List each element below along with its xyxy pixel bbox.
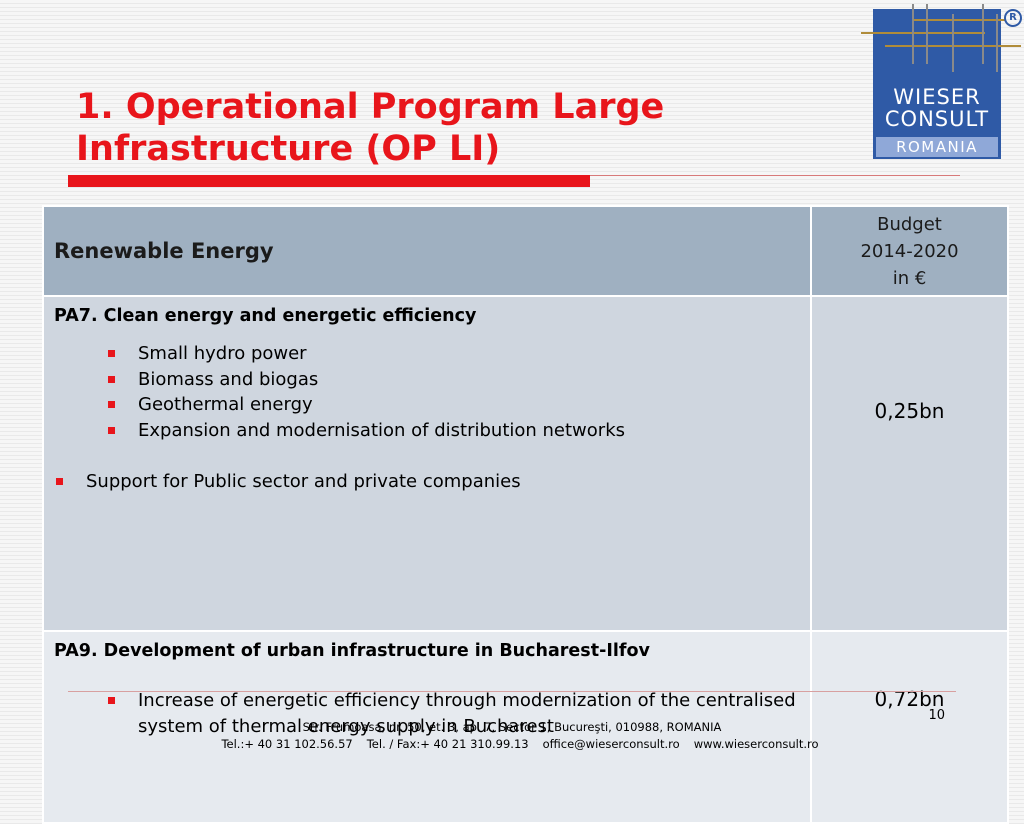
footer-fax: Tel. / Fax:+ 40 21 310.99.13 [366, 737, 529, 751]
bullet-square-icon [108, 697, 115, 704]
list-item-text: Geothermal energy [138, 394, 313, 415]
header-budget-line-2: 2014-2020 [860, 240, 959, 262]
bullet-square-icon [108, 350, 115, 357]
footer-phone: Tel.:+ 40 31 102.56.57 [221, 737, 353, 751]
support-item-text: Support for Public sector and private co… [86, 471, 521, 492]
list-item: Biomass and biogas [104, 367, 800, 393]
list-item-text: Expansion and modernisation of distribut… [138, 419, 625, 441]
list-item-text: Increase of energetic efficiency through… [138, 690, 796, 737]
header-budget-line-1: Budget [877, 213, 942, 235]
logo-word-wieser: WIESER [893, 85, 981, 109]
bullet-square-icon [56, 478, 63, 485]
header-budget: Budget 2014-2020 in € [810, 205, 1009, 297]
slide-title: 1. Operational Program Large Infrastruct… [76, 86, 796, 170]
footer-website: www.wieserconsult.ro [693, 737, 819, 751]
row-description: PA7. Clean energy and energetic efficien… [42, 295, 812, 632]
wieser-consult-logo: WIESER CONSULT ROMANIA R [855, 0, 1024, 165]
list-item: Increase of energetic efficiency through… [104, 688, 800, 740]
footer-address: Str. Frumoasa, nr. 50, et. 3, ap. 7, Sec… [302, 720, 722, 734]
list-item: Small hydro power [104, 341, 800, 367]
table-row: PA7. Clean energy and energetic efficien… [42, 295, 1009, 632]
table-header-row: Renewable Energy Budget 2014-2020 in € [42, 205, 1009, 297]
header-budget-line-3: in € [892, 267, 927, 289]
logo-word-consult: CONSULT [884, 107, 990, 131]
bullet-square-icon [108, 375, 115, 383]
page-number: 10 [928, 708, 945, 723]
header-renewable-energy: Renewable Energy [42, 205, 812, 297]
priority-axis-title: PA9. Development of urban infrastructure… [54, 641, 650, 661]
support-item: Support for Public sector and private co… [54, 469, 800, 494]
bullet-square-icon [108, 401, 115, 408]
measure-list: Small hydro power Biomass and biogas Geo… [54, 341, 800, 443]
slide-title-line-2: Infrastructure (OP LI) [76, 129, 501, 169]
list-item: Expansion and modernisation of distribut… [104, 418, 800, 444]
priority-axis-title: PA7. Clean energy and energetic efficien… [54, 306, 477, 326]
list-item-text: Small hydro power [138, 343, 307, 364]
bullet-square-icon [108, 426, 115, 434]
logo-country: ROMANIA [876, 137, 998, 157]
budget-amount: 0,25bn [810, 295, 1009, 632]
footer-divider [68, 691, 956, 692]
list-item-text: Biomass and biogas [138, 368, 319, 390]
slide-title-line-1: 1. Operational Program Large [76, 87, 665, 127]
logo-grid-lines-icon [861, 4, 1021, 72]
registered-mark-icon: R [1004, 9, 1022, 27]
footer-contacts: Tel.:+ 40 31 102.56.57 Tel. / Fax:+ 40 21… [0, 736, 1024, 753]
list-item: Geothermal energy [104, 392, 800, 418]
title-underline-rule [590, 175, 960, 176]
measure-list: Increase of energetic efficiency through… [54, 688, 800, 740]
title-underline-bar [68, 175, 590, 187]
footer-email: office@wieserconsult.ro [542, 737, 680, 751]
